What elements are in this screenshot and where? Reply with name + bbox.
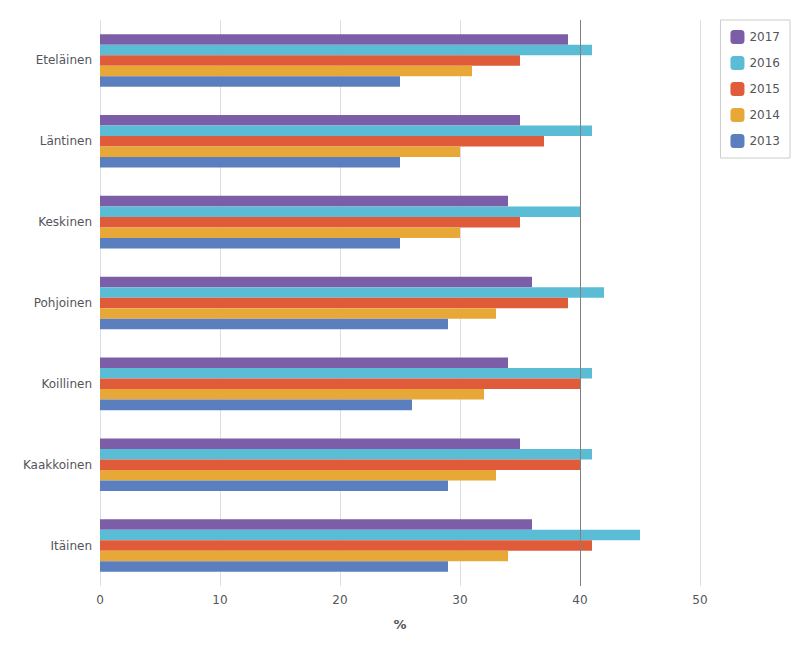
svg-text:Kaakkoinen: Kaakkoinen <box>23 458 92 472</box>
svg-text:Koillinen: Koillinen <box>41 377 92 391</box>
svg-text:2013: 2013 <box>749 134 780 148</box>
svg-text:Keskinen: Keskinen <box>38 215 92 229</box>
svg-text:20: 20 <box>332 593 347 607</box>
svg-text:%: % <box>393 617 406 632</box>
svg-text:Eteläinen: Eteläinen <box>36 53 92 67</box>
svg-text:50: 50 <box>692 593 707 607</box>
svg-text:2016: 2016 <box>749 56 780 70</box>
svg-text:Itäinen: Itäinen <box>50 539 92 553</box>
svg-text:2014: 2014 <box>749 108 780 122</box>
svg-text:40: 40 <box>572 593 587 607</box>
svg-text:2017: 2017 <box>749 30 780 44</box>
svg-text:0: 0 <box>96 593 104 607</box>
svg-text:Läntinen: Läntinen <box>40 134 92 148</box>
svg-text:30: 30 <box>452 593 467 607</box>
svg-text:2015: 2015 <box>749 82 780 96</box>
svg-text:10: 10 <box>212 593 227 607</box>
svg-text:Pohjoinen: Pohjoinen <box>34 296 92 310</box>
